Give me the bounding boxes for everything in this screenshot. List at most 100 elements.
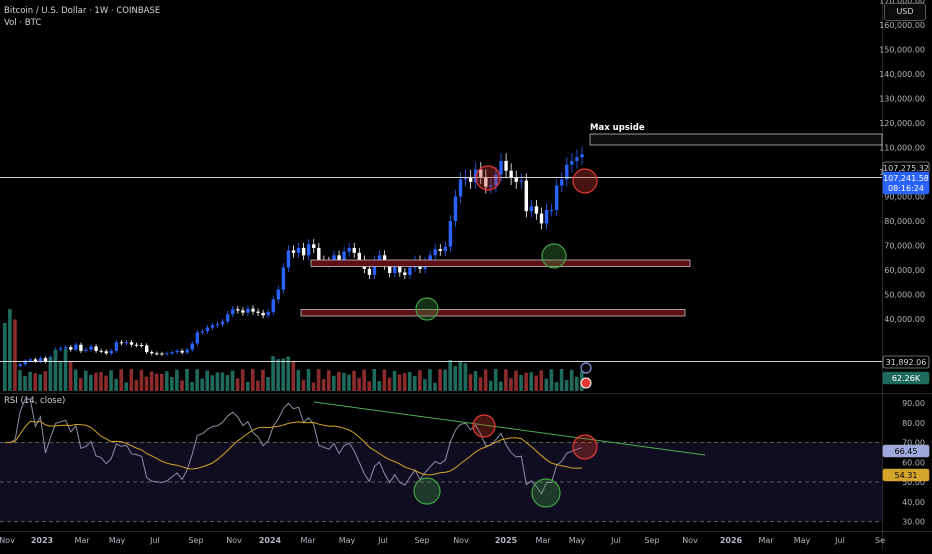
volume-bar bbox=[316, 369, 321, 391]
time-tick-label: Jul bbox=[377, 536, 388, 545]
currency-button[interactable]: USD bbox=[884, 3, 926, 21]
rsi-tick-label: 30.00 bbox=[902, 518, 925, 527]
rsi-top-circle-1 bbox=[472, 414, 496, 438]
candle-body bbox=[438, 249, 442, 251]
time-tick-label: May bbox=[794, 536, 811, 545]
flag-rsi-ma-bg bbox=[882, 468, 930, 482]
volume-bar bbox=[488, 380, 493, 391]
candle-body bbox=[170, 352, 174, 354]
volume-bar bbox=[499, 381, 503, 391]
volume-bar bbox=[195, 369, 199, 391]
event-icon bbox=[580, 362, 592, 374]
candle-body bbox=[246, 308, 250, 313]
candle-body bbox=[560, 179, 564, 186]
candle-body bbox=[433, 249, 437, 256]
candle-body bbox=[291, 250, 296, 253]
candle-body bbox=[28, 359, 33, 361]
candle-body bbox=[18, 364, 22, 367]
volume-bar bbox=[347, 374, 351, 391]
candle-body bbox=[534, 206, 539, 214]
time-tick-label: Mar bbox=[300, 536, 316, 545]
candle-body bbox=[565, 164, 569, 180]
candle-body bbox=[443, 246, 448, 251]
volume-bar bbox=[94, 372, 98, 391]
volume-bar bbox=[104, 375, 108, 391]
volume-bar bbox=[423, 379, 427, 391]
rsi-tick-label: 90.00 bbox=[902, 399, 925, 408]
rsi-tick-label: 40.00 bbox=[902, 498, 925, 507]
candle-body bbox=[347, 247, 351, 252]
volume-bar bbox=[291, 361, 296, 391]
volume-bar bbox=[8, 309, 12, 391]
price-tick-label: 60,000.00 bbox=[884, 266, 925, 275]
time-tick-label: Nov bbox=[453, 536, 469, 545]
candle-body bbox=[352, 247, 356, 253]
volume-bar bbox=[53, 349, 58, 391]
volume-bar bbox=[559, 369, 564, 391]
candle-body bbox=[453, 196, 458, 221]
volume-bar bbox=[574, 376, 579, 391]
candle-body bbox=[266, 312, 270, 316]
flag-base-bg bbox=[882, 355, 930, 369]
candle-body bbox=[220, 321, 225, 325]
candle-body bbox=[261, 312, 265, 316]
candle-body bbox=[484, 176, 488, 187]
candle-body bbox=[64, 347, 68, 349]
volume-bar bbox=[129, 369, 134, 391]
rsi-top-circle-2 bbox=[572, 434, 598, 460]
volume-bar bbox=[382, 369, 387, 391]
flag-volume-bg bbox=[882, 371, 930, 385]
time-tick-label: May bbox=[109, 536, 126, 545]
candle-body bbox=[372, 260, 377, 275]
volume-bar bbox=[564, 380, 569, 391]
volume-bar bbox=[185, 369, 189, 391]
candle-body bbox=[215, 324, 220, 326]
support-zone-lower bbox=[300, 309, 686, 317]
volume-bar bbox=[134, 379, 139, 391]
time-tick-label: Se bbox=[875, 536, 885, 545]
volume-bar bbox=[215, 372, 220, 391]
price-tick-label: 160,000.00 bbox=[879, 21, 925, 30]
candle-body bbox=[281, 267, 286, 290]
flag-volume: 62.26K bbox=[892, 374, 921, 383]
volume-bar bbox=[124, 382, 129, 391]
volume-bar bbox=[175, 369, 179, 391]
volume-bar bbox=[483, 369, 488, 391]
volume-bar bbox=[443, 369, 447, 391]
candle-body bbox=[479, 169, 483, 177]
time-tick-label: 2026 bbox=[720, 536, 743, 545]
volume-bars bbox=[3, 309, 584, 391]
volume-bar bbox=[149, 371, 154, 391]
candle-body bbox=[514, 177, 518, 182]
rsi-ma-line bbox=[5, 420, 583, 476]
volume-bar bbox=[448, 359, 453, 391]
volume-bar bbox=[438, 369, 442, 391]
candle-body bbox=[554, 185, 559, 210]
candle-body bbox=[271, 299, 275, 313]
time-tick-label: Sep bbox=[644, 536, 659, 545]
candle-body bbox=[367, 268, 372, 275]
volume-bar bbox=[3, 323, 7, 391]
volume-bar bbox=[428, 369, 432, 391]
volume-bar bbox=[539, 370, 544, 391]
candle-body bbox=[306, 244, 311, 256]
rsi-tick-label: 60.00 bbox=[902, 458, 925, 467]
price-tick-label: 80,000.00 bbox=[884, 217, 925, 226]
candle-body bbox=[342, 251, 346, 262]
chart-header: Bitcoin / U.S. Dollar · 1W · COINBASE Vo… bbox=[4, 5, 160, 29]
volume-bar bbox=[534, 375, 539, 391]
candle-body bbox=[160, 353, 164, 355]
volume-bar bbox=[352, 370, 356, 391]
price-tick-label: 110,000.00 bbox=[879, 144, 925, 153]
candle-body bbox=[165, 353, 169, 355]
candle-body bbox=[519, 180, 523, 182]
volume-bar bbox=[412, 375, 417, 391]
symbol-title[interactable]: Bitcoin / U.S. Dollar · 1W · COINBASE bbox=[4, 6, 161, 16]
volume-bar bbox=[240, 369, 245, 391]
volume-bar bbox=[418, 370, 422, 391]
candle-body bbox=[377, 255, 382, 261]
volume-bar bbox=[367, 381, 372, 391]
volume-bar bbox=[519, 374, 523, 391]
